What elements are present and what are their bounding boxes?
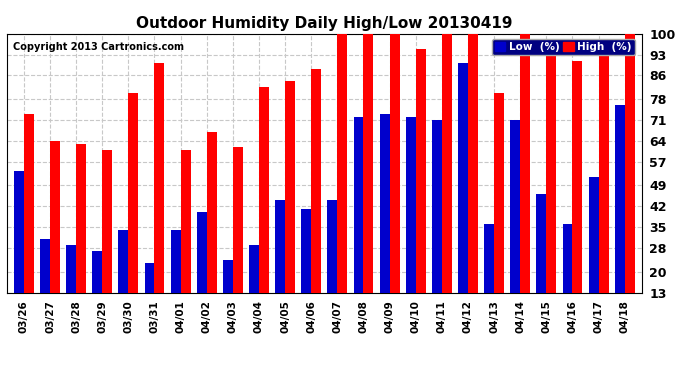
Bar — [353, 117, 364, 331]
Bar — [181, 150, 190, 331]
Bar — [406, 117, 416, 331]
Bar — [50, 141, 60, 331]
Bar — [119, 230, 128, 331]
Bar — [442, 34, 452, 331]
Bar — [275, 200, 285, 331]
Bar — [615, 105, 624, 331]
Bar — [546, 55, 556, 331]
Bar — [511, 120, 520, 331]
Bar — [40, 239, 50, 331]
Bar — [207, 132, 217, 331]
Bar — [390, 34, 400, 331]
Bar — [484, 224, 494, 331]
Bar — [432, 120, 442, 331]
Bar — [197, 212, 207, 331]
Bar — [155, 63, 164, 331]
Bar — [364, 34, 373, 331]
Bar — [128, 93, 138, 331]
Bar — [494, 93, 504, 331]
Legend: Low  (%), High  (%): Low (%), High (%) — [492, 39, 635, 56]
Bar — [328, 200, 337, 331]
Bar — [170, 230, 181, 331]
Bar — [416, 49, 426, 331]
Bar — [233, 147, 243, 331]
Bar — [468, 34, 478, 331]
Bar — [380, 114, 390, 331]
Bar — [520, 34, 530, 331]
Bar — [311, 69, 321, 331]
Text: Copyright 2013 Cartronics.com: Copyright 2013 Cartronics.com — [13, 42, 184, 51]
Bar — [589, 177, 599, 331]
Bar — [24, 114, 34, 331]
Bar — [249, 245, 259, 331]
Bar — [92, 251, 102, 331]
Bar — [145, 263, 155, 331]
Bar — [573, 60, 582, 331]
Bar — [302, 209, 311, 331]
Bar — [458, 63, 468, 331]
Bar — [223, 260, 233, 331]
Bar — [599, 46, 609, 331]
Title: Outdoor Humidity Daily High/Low 20130419: Outdoor Humidity Daily High/Low 20130419 — [136, 16, 513, 31]
Bar — [66, 245, 76, 331]
Bar — [536, 194, 546, 331]
Bar — [337, 34, 347, 331]
Bar — [285, 81, 295, 331]
Bar — [76, 144, 86, 331]
Bar — [259, 87, 269, 331]
Bar — [562, 224, 573, 331]
Bar — [102, 150, 112, 331]
Bar — [624, 34, 635, 331]
Bar — [14, 171, 24, 331]
